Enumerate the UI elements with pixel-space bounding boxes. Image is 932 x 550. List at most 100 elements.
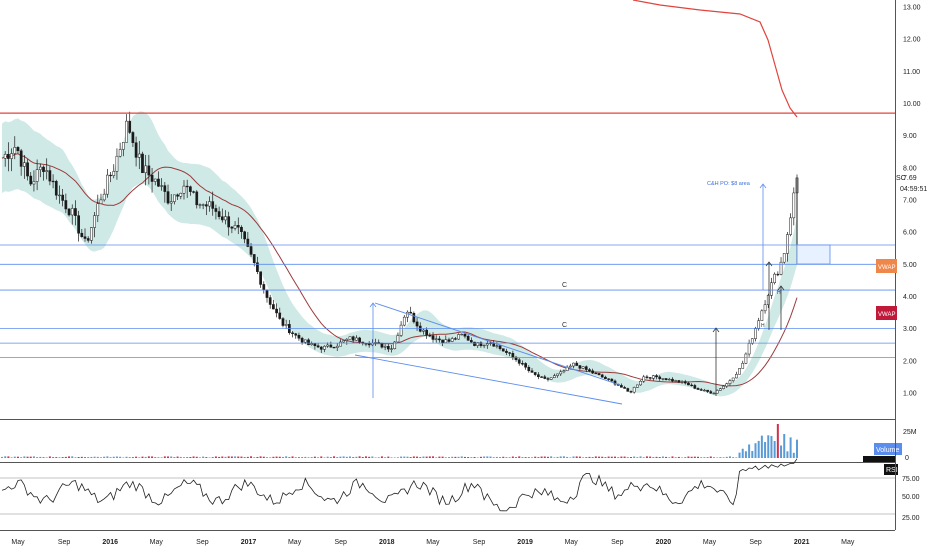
volume-axis-25m: 25M bbox=[903, 429, 917, 436]
volume-bar bbox=[780, 445, 783, 458]
candle-body bbox=[450, 338, 454, 342]
candle-body bbox=[284, 324, 288, 326]
candle-body bbox=[278, 312, 282, 319]
volume-bar bbox=[703, 457, 706, 458]
volume-bar bbox=[489, 456, 492, 458]
candle-body bbox=[434, 338, 438, 340]
volume-bar bbox=[677, 456, 680, 458]
candle-body bbox=[348, 336, 352, 340]
candle-body bbox=[722, 385, 725, 389]
volume-bar bbox=[4, 456, 7, 458]
volume-bar bbox=[272, 456, 275, 458]
candle-body bbox=[35, 169, 39, 182]
volume-bar bbox=[451, 456, 454, 458]
candle-body bbox=[645, 376, 649, 378]
volume-bar bbox=[760, 435, 763, 458]
candle-body bbox=[454, 338, 457, 340]
volume-bar bbox=[725, 456, 728, 458]
volume-bar bbox=[537, 457, 540, 458]
volume-bar bbox=[719, 457, 722, 458]
volume-bar bbox=[179, 456, 182, 458]
volume-bar bbox=[716, 457, 719, 458]
price-axis[interactable]: 13.00 12.00 11.00 10.00 9.00 8.00 7.00 6.00 5.00… bbox=[903, 4, 921, 397]
candle-body bbox=[115, 155, 119, 172]
candle-body bbox=[224, 216, 227, 221]
price-pane[interactable]: C C C&H PO: $8 area H H bbox=[0, 0, 895, 405]
volume-bar bbox=[617, 457, 620, 458]
handle-label-1: H bbox=[777, 290, 781, 296]
candle-body bbox=[307, 339, 310, 345]
candle-body bbox=[725, 383, 729, 387]
candle-body bbox=[527, 366, 531, 372]
volume-bar bbox=[732, 457, 735, 458]
volume-bar bbox=[416, 456, 419, 458]
volume-bar bbox=[36, 457, 39, 458]
volume-bar bbox=[754, 443, 757, 458]
price-tick: 5.00 bbox=[903, 262, 917, 269]
candle-body bbox=[173, 194, 176, 202]
last-price-label: 7.69 bbox=[903, 175, 917, 182]
time-tick: Sep bbox=[58, 539, 71, 546]
bar-countdown: 04:59:51 bbox=[900, 186, 927, 193]
time-axis[interactable]: May Sep 2016 May Sep 2017 May Sep 2018 May Sep 2019… bbox=[11, 539, 855, 546]
volume-bar bbox=[601, 456, 604, 458]
candle-body bbox=[323, 345, 326, 350]
price-tick: 12.00 bbox=[903, 37, 921, 44]
volume-bar bbox=[358, 456, 361, 458]
volume-bar bbox=[377, 457, 380, 458]
volume-bar bbox=[633, 456, 636, 458]
candle-body bbox=[390, 348, 393, 350]
volume-bar bbox=[518, 456, 521, 458]
time-tick: May bbox=[703, 539, 717, 546]
volume-bar bbox=[125, 456, 128, 458]
volume-bar bbox=[441, 456, 444, 458]
volume-bar bbox=[336, 457, 339, 458]
volume-bar bbox=[288, 457, 291, 458]
volume-pane[interactable]: Volume bbox=[1, 424, 902, 462]
volume-bar bbox=[700, 457, 703, 458]
volume-bar bbox=[147, 456, 150, 458]
candle-body bbox=[530, 370, 534, 373]
candle-body bbox=[176, 194, 179, 197]
price-tick: 10.00 bbox=[903, 101, 921, 108]
candle-body bbox=[169, 201, 173, 204]
candle-body bbox=[364, 343, 368, 345]
volume-bar bbox=[304, 456, 307, 458]
candle-body bbox=[431, 335, 435, 340]
candle-body bbox=[629, 391, 633, 393]
arrow-head bbox=[777, 285, 785, 291]
volume-bar bbox=[623, 456, 626, 458]
volume-bar bbox=[674, 457, 677, 458]
volume-bar bbox=[457, 456, 460, 458]
volume-bar bbox=[374, 457, 377, 458]
candle-body bbox=[674, 380, 678, 382]
volume-bar bbox=[246, 456, 249, 458]
volume-bar bbox=[16, 456, 19, 458]
time-tick: 2018 bbox=[379, 539, 395, 546]
candle-body bbox=[262, 284, 266, 291]
candle-body bbox=[319, 346, 323, 350]
candle-body bbox=[246, 238, 250, 247]
volume-bar bbox=[58, 457, 61, 458]
volume-bar bbox=[419, 457, 422, 458]
cup-label-1: C bbox=[562, 282, 567, 289]
candle-body bbox=[19, 150, 23, 167]
volume-bar bbox=[230, 456, 233, 458]
volume-bar bbox=[425, 456, 428, 458]
volume-bar bbox=[240, 456, 243, 458]
volume-bar bbox=[74, 457, 77, 458]
rsi-pane[interactable]: RSI bbox=[0, 458, 898, 515]
volume-bar bbox=[10, 457, 13, 458]
candle-body bbox=[466, 335, 470, 341]
volume-bar bbox=[176, 456, 179, 458]
price-objective-note: C&H PO: $8 area bbox=[707, 181, 751, 187]
volume-bar bbox=[227, 456, 230, 458]
candle-body bbox=[719, 388, 722, 391]
candle-body bbox=[22, 162, 26, 167]
volume-bar bbox=[13, 456, 16, 458]
volume-bar bbox=[234, 456, 237, 458]
candle-body bbox=[335, 345, 339, 348]
candle-body bbox=[118, 149, 122, 157]
candle-body bbox=[16, 147, 20, 152]
